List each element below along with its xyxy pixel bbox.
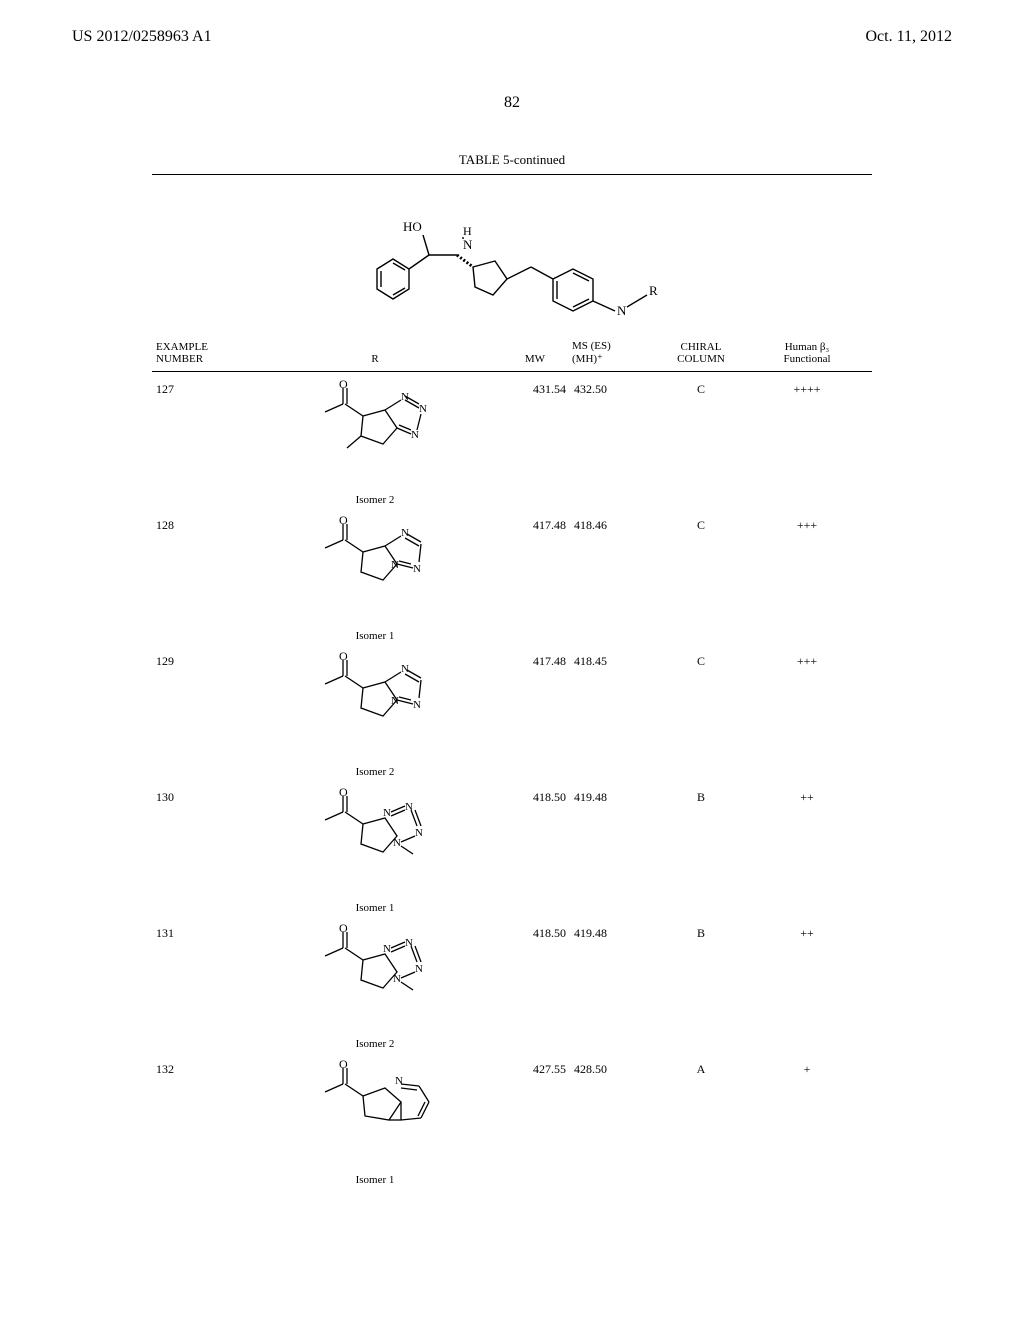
- cell-mw: 418.50: [500, 786, 570, 805]
- col-r: R: [250, 353, 500, 365]
- svg-text:O: O: [339, 922, 348, 935]
- cell-ms: 432.50: [570, 378, 650, 397]
- cell-chiral: A: [650, 1058, 752, 1077]
- header-left: US 2012/0258963 A1: [72, 28, 212, 46]
- cell-structure: O N N N Isomer 1: [250, 514, 500, 642]
- svg-text:N: N: [391, 695, 399, 707]
- svg-text:N: N: [393, 973, 401, 985]
- svg-text:N: N: [415, 963, 423, 975]
- cell-ms: 428.50: [570, 1058, 650, 1077]
- cell-chiral: C: [650, 514, 752, 533]
- col-chiral: CHIRAL COLUMN: [650, 341, 752, 365]
- cell-ms: 418.46: [570, 514, 650, 533]
- table-title: TABLE 5-continued: [152, 152, 872, 168]
- table-row: 131 O N N N N: [152, 916, 872, 1052]
- cell-structure: O N Isomer 1: [250, 1058, 500, 1186]
- cell-mw: 418.50: [500, 922, 570, 941]
- cell-example: 132: [152, 1058, 250, 1077]
- cell-chiral: C: [650, 650, 752, 669]
- svg-text:O: O: [339, 650, 348, 663]
- isomer-label: Isomer 1: [250, 902, 500, 914]
- isomer-label: Isomer 2: [250, 494, 500, 506]
- page-number: 82: [0, 94, 1024, 112]
- cell-structure: O N N N N Isomer 2: [250, 922, 500, 1050]
- isomer-label: Isomer 1: [250, 1174, 500, 1186]
- svg-text:N: N: [463, 237, 473, 252]
- cell-ms: 419.48: [570, 786, 650, 805]
- svg-text:N: N: [391, 559, 399, 571]
- cell-structure: O N N N Isomer 2: [250, 650, 500, 778]
- svg-text:N: N: [401, 527, 409, 539]
- cell-chiral: B: [650, 922, 752, 941]
- cell-functional: ++++: [752, 378, 862, 397]
- cell-example: 131: [152, 922, 250, 941]
- cell-example: 128: [152, 514, 250, 533]
- isomer-label: Isomer 1: [250, 630, 500, 642]
- table-rows: 127 O N N: [152, 372, 872, 1188]
- header-right: Oct. 11, 2012: [865, 28, 952, 46]
- table-5: TABLE 5-continued HO H N: [152, 152, 872, 1188]
- svg-text:N: N: [415, 827, 423, 839]
- svg-text:N: N: [419, 403, 427, 415]
- svg-text:N: N: [401, 663, 409, 675]
- cell-mw: 417.48: [500, 650, 570, 669]
- cell-mw: 417.48: [500, 514, 570, 533]
- cell-functional: +: [752, 1058, 862, 1077]
- table-row: 128 O N N N: [152, 508, 872, 644]
- col-mw: MW: [500, 353, 570, 365]
- cell-chiral: C: [650, 378, 752, 397]
- svg-text:N: N: [393, 837, 401, 849]
- table-row: 129 O N N N: [152, 644, 872, 780]
- svg-text:O: O: [339, 786, 348, 799]
- svg-text:HO: HO: [403, 219, 422, 234]
- svg-text:N: N: [383, 807, 391, 819]
- svg-text:O: O: [339, 1058, 348, 1071]
- cell-example: 127: [152, 378, 250, 397]
- table-row: 127 O N N: [152, 372, 872, 508]
- cell-functional: +++: [752, 514, 862, 533]
- svg-text:O: O: [339, 378, 348, 391]
- column-headers: EXAMPLE NUMBER R MW MS (ES) (MH)⁺ CHIRAL…: [152, 332, 872, 371]
- cell-mw: 431.54: [500, 378, 570, 397]
- table-row: 130 O N N N: [152, 780, 872, 916]
- cell-structure: O N N N: [250, 378, 500, 506]
- col-ms: MS (ES) (MH)⁺: [570, 340, 650, 365]
- col-example: EXAMPLE NUMBER: [152, 341, 250, 365]
- cell-functional: ++: [752, 922, 862, 941]
- cell-chiral: B: [650, 786, 752, 805]
- scaffold-structure: HO H N N: [152, 175, 872, 332]
- isomer-label: Isomer 2: [250, 766, 500, 778]
- cell-example: 130: [152, 786, 250, 805]
- svg-text:N: N: [411, 429, 419, 441]
- svg-text:N: N: [383, 943, 391, 955]
- cell-functional: ++: [752, 786, 862, 805]
- table-row: 132 O N: [152, 1052, 872, 1188]
- cell-mw: 427.55: [500, 1058, 570, 1077]
- page-header: US 2012/0258963 A1 Oct. 11, 2012: [0, 0, 1024, 46]
- svg-text:N: N: [395, 1075, 403, 1087]
- svg-text:R: R: [649, 283, 658, 298]
- svg-text:N: N: [617, 303, 627, 317]
- isomer-label: Isomer 2: [250, 1038, 500, 1050]
- svg-text:N: N: [413, 563, 421, 575]
- svg-text:N: N: [413, 699, 421, 711]
- svg-text:O: O: [339, 514, 348, 527]
- svg-text:H: H: [463, 224, 472, 238]
- cell-ms: 419.48: [570, 922, 650, 941]
- col-functional: Human β₃ Functional: [752, 341, 862, 365]
- cell-functional: +++: [752, 650, 862, 669]
- cell-example: 129: [152, 650, 250, 669]
- cell-structure: O N N N N Isomer 1: [250, 786, 500, 914]
- cell-ms: 418.45: [570, 650, 650, 669]
- scaffold-svg: HO H N N: [317, 189, 707, 317]
